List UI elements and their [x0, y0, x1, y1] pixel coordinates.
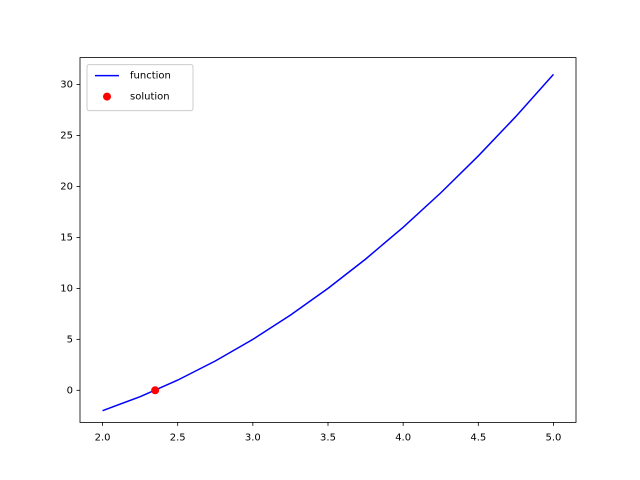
- point: [151, 386, 160, 395]
- x-tick-label: 5.0: [546, 432, 562, 443]
- y-tick-label: 0: [67, 385, 73, 396]
- y-tick-label: 10: [60, 283, 73, 294]
- x-tick-label: 2.5: [170, 432, 186, 443]
- y-tick-label: 25: [60, 131, 73, 142]
- x-tick-label: 3.5: [320, 432, 336, 443]
- line: [102, 73, 555, 412]
- legend-label: function: [130, 71, 171, 82]
- y-tick-label: 5: [67, 334, 73, 345]
- y-tick-label: 20: [60, 182, 73, 193]
- y-tick-label: 30: [60, 80, 73, 91]
- legend-marker: [103, 92, 111, 101]
- x-tick-label: 4.5: [470, 432, 486, 443]
- x-tick-label: 2.0: [95, 432, 111, 443]
- x-tick-label: 4.0: [395, 432, 411, 443]
- y-tick-label: 15: [60, 232, 73, 243]
- plot-frame: [79, 57, 577, 423]
- x-tick-label: 3.0: [245, 432, 261, 443]
- legend-label: solution: [130, 92, 170, 103]
